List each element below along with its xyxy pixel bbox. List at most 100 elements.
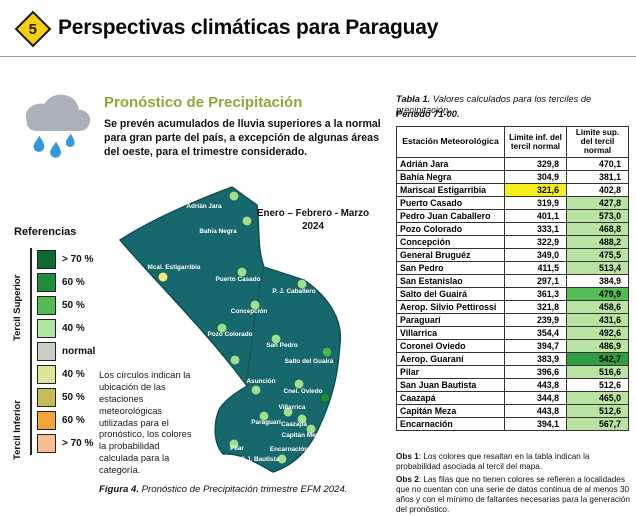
table-row: Pedro Juan Caballero 401,1 573,0: [396, 208, 629, 223]
map-label: Encarnación: [270, 446, 308, 453]
table-row: Puerto Casado 319,9 427,8: [396, 195, 629, 210]
table-row: Capitán Meza 443,8 512,6: [396, 403, 629, 418]
table-row: Encarnación 394,1 567,7: [396, 416, 629, 431]
trimester-months: Enero – Febrero - Marzo: [256, 208, 370, 219]
legend-item: > 70 %: [37, 432, 95, 454]
map-label: San Pedro: [266, 342, 298, 349]
table-row: Mariscal Estigarribia 321,6 402,8: [396, 182, 629, 197]
map-label: Concepción: [231, 308, 268, 315]
station-cell: Aerop. Silvio Pettirossi: [396, 299, 505, 314]
figure-caption-text: Pronóstico de Precipitación trimestre EF…: [138, 484, 348, 495]
legend-item: normal: [37, 340, 95, 362]
station-cell: Salto del Guairá: [396, 286, 505, 301]
station-marker: [229, 439, 239, 449]
col-header-limite-inf: Limite inf. del tercil normal: [504, 126, 567, 158]
table-period-label: Periodo 71-00.: [396, 109, 460, 119]
map-label: Caazapá: [281, 421, 307, 428]
station-marker: [306, 424, 316, 434]
limit-sup-cell: 470,1: [566, 156, 629, 171]
table-header-row: Estación Meteorológica Limite inf. del t…: [396, 126, 629, 158]
legend-item: 60 %: [37, 271, 95, 293]
col-header-station: Estación Meteorológica: [396, 126, 505, 158]
obs1-label: Obs 1: [396, 452, 419, 461]
table-row: Coronel Oviedo 394,7 486,9: [396, 338, 629, 353]
station-markers: [158, 191, 332, 464]
map-label: Mcal. Estigarribia: [148, 264, 201, 271]
legend-item: 50 %: [37, 386, 95, 408]
map-label: Pozo Colorado: [207, 331, 252, 338]
station-cell: Pedro Juan Caballero: [396, 208, 505, 223]
limit-sup-cell: 384,9: [566, 273, 629, 288]
terciles-table: Estación Meteorológica Limite inf. del t…: [396, 126, 629, 431]
legend-swatch: [37, 295, 56, 315]
map-label: Pilar: [230, 445, 244, 452]
limit-sup-cell: 402,8: [566, 182, 629, 197]
legend-label: 60 %: [62, 276, 85, 288]
map-label: Cnel. Oviedo: [283, 388, 322, 395]
col-header-limite-sup: Limite sup. del tercil normal: [566, 126, 629, 158]
limit-inf-cell: 361,3: [504, 286, 567, 301]
obs2-label: Obs 2: [396, 475, 419, 484]
station-marker: [322, 347, 332, 357]
legend-label: 60 %: [62, 414, 85, 426]
figure-caption: Figura 4. Pronóstico de Precipitación tr…: [99, 484, 347, 495]
limit-inf-cell: 394,7: [504, 338, 567, 353]
probability-legend: > 70 % 60 % 50 % 40 % normal 40 % 50 % 60 % > 70…: [30, 248, 95, 455]
legend-item: 50 %: [37, 294, 95, 316]
station-marker: [250, 300, 260, 310]
legend-label: > 70 %: [62, 253, 94, 265]
map-label: Paraguarí: [251, 419, 281, 426]
table-row: Salto del Guairá 361,3 479,9: [396, 286, 629, 301]
table-row: General Bruguéz 349,0 475,5: [396, 247, 629, 262]
table-row: Concepción 322,9 488,2: [396, 234, 629, 249]
section-number: 5: [28, 20, 38, 38]
obs1-note: Obs 1: Los colores que resaltan en la ta…: [396, 452, 630, 472]
map-labels: Adrián Jara Bahía Negra Mcal. Estigarribia…: [148, 203, 334, 463]
map-label: Villarrica: [279, 404, 306, 411]
limit-sup-cell: 381,1: [566, 169, 629, 184]
forecast-section-title: Pronóstico de Precipitación: [104, 94, 303, 111]
limit-inf-cell: 411,5: [504, 260, 567, 275]
limit-inf-cell: 329,8: [504, 156, 567, 171]
paraguay-outline: [118, 186, 342, 473]
limit-inf-cell: 401,1: [504, 208, 567, 223]
legend-item: > 70 %: [37, 248, 95, 270]
table-caption-label: Tabla 1.: [396, 94, 431, 104]
map-label: Bahía Negra: [199, 228, 237, 235]
limit-sup-cell: 512,6: [566, 403, 629, 418]
station-cell: Villarrica: [396, 325, 505, 340]
limit-inf-cell: 443,8: [504, 403, 567, 418]
table-row: San Juan Bautista 443,8 512,6: [396, 377, 629, 392]
rain-cloud-icon: [25, 94, 91, 158]
legend-label: > 70 %: [62, 437, 94, 449]
limit-sup-cell: 427,8: [566, 195, 629, 210]
table-row: Villarrica 354,4 492,6: [396, 325, 629, 340]
legend-label: 40 %: [62, 368, 85, 380]
station-cell: Caazapá: [396, 390, 505, 405]
limit-inf-cell: 333,1: [504, 221, 567, 236]
limit-inf-cell: 396,6: [504, 364, 567, 379]
limit-inf-cell: 322,9: [504, 234, 567, 249]
table-row: Adrián Jara 329,8 470,1: [396, 156, 629, 171]
table-row: Caazapá 344,8 465,0: [396, 390, 629, 405]
limit-sup-cell: 567,7: [566, 416, 629, 431]
station-cell: Puerto Casado: [396, 195, 505, 210]
legend-label: 50 %: [62, 391, 85, 403]
table-row: Aerop. Silvio Pettirossi 321,8 458,6: [396, 299, 629, 314]
legend-item: 40 %: [37, 317, 95, 339]
map-label: Salto del Guairá: [285, 358, 334, 365]
limit-sup-cell: 492,6: [566, 325, 629, 340]
limit-sup-cell: 542,7: [566, 351, 629, 366]
trimester-label: Enero – Febrero - Marzo 2024: [250, 208, 376, 233]
limit-sup-cell: 512,6: [566, 377, 629, 392]
table-row: San Estanislao 297,1 384,9: [396, 273, 629, 288]
table-row: Paraguarí 239,9 431,6: [396, 312, 629, 327]
station-cell: Coronel Oviedo: [396, 338, 505, 353]
limit-sup-cell: 465,0: [566, 390, 629, 405]
station-marker: [242, 216, 252, 226]
station-cell: San Juan Bautista: [396, 377, 505, 392]
station-marker: [237, 267, 247, 277]
limit-sup-cell: 516,6: [566, 364, 629, 379]
limit-sup-cell: 458,6: [566, 299, 629, 314]
paraguay-map: Adrián Jara Bahía Negra Mcal. Estigarribia…: [118, 186, 342, 473]
